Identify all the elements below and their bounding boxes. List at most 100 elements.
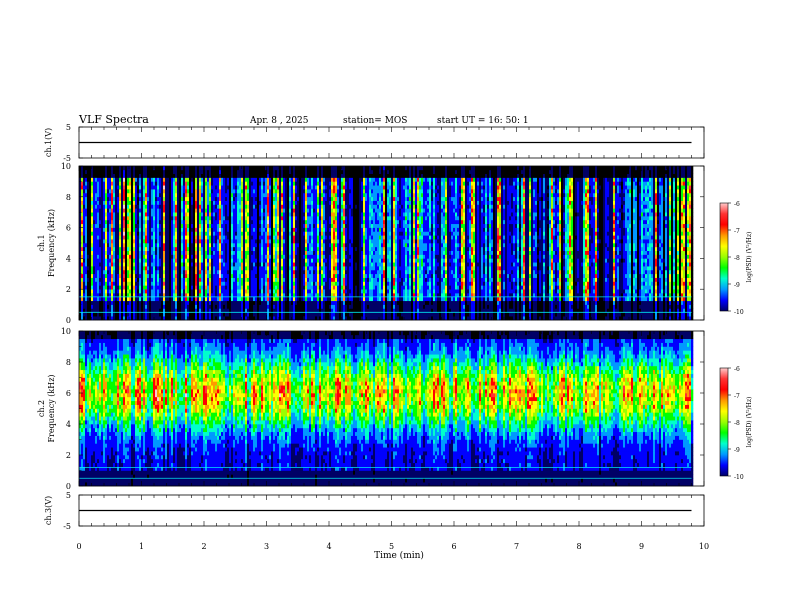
spectrogram-cell xyxy=(85,243,87,247)
spectrogram-cell xyxy=(211,235,213,239)
spectrogram-cell xyxy=(213,201,215,205)
spectrogram-cell xyxy=(179,247,181,251)
spectrogram-cell xyxy=(91,297,93,301)
spectrogram-cell xyxy=(229,255,231,259)
spectrogram-cell xyxy=(211,205,213,209)
spectrogram-cell xyxy=(143,231,145,235)
spectrogram-cell xyxy=(157,181,159,185)
spectrogram-cell xyxy=(133,239,135,243)
spectrogram-cell xyxy=(89,239,91,243)
spectrogram-cell xyxy=(149,258,151,262)
spectrogram-cell xyxy=(159,282,161,286)
spectrogram-cell xyxy=(171,251,173,255)
spectrogram-cell xyxy=(195,297,197,301)
spectrogram-cell xyxy=(115,243,117,247)
spectrogram-cell xyxy=(133,243,135,247)
spectrogram-cell xyxy=(101,239,103,243)
spectrogram-cell xyxy=(93,205,95,209)
spectrogram-cell xyxy=(81,205,83,209)
spectrogram-cell xyxy=(173,301,175,305)
spectrogram-cell xyxy=(141,205,143,209)
spectrogram-cell xyxy=(183,305,185,309)
spectrogram-cell xyxy=(145,312,147,316)
spectrogram-cell xyxy=(87,166,89,170)
spectrogram-cell xyxy=(81,201,83,205)
spectrogram-cell xyxy=(131,305,133,309)
spectrogram-cell xyxy=(211,270,213,274)
spectrogram-cell xyxy=(105,297,107,301)
spectrogram-cell xyxy=(125,201,127,205)
spectrogram-cell xyxy=(91,274,93,278)
spectrogram-cell xyxy=(231,201,233,205)
spectrogram-cell xyxy=(161,181,163,185)
spectrogram-cell xyxy=(217,193,219,197)
spectrogram-cell xyxy=(161,297,163,301)
spectrogram-cell xyxy=(147,181,149,185)
spectrogram-cell xyxy=(95,262,97,266)
spectrogram-cell xyxy=(165,212,167,216)
spectrogram-cell xyxy=(187,262,189,266)
spectrogram-cell xyxy=(225,312,227,316)
spectrogram-cell xyxy=(123,212,125,216)
spectrogram-cell xyxy=(91,258,93,262)
spectrogram-cell xyxy=(205,239,207,243)
spectrogram-cell xyxy=(209,270,211,274)
spectrogram-cell xyxy=(117,220,119,224)
spectrogram-cell xyxy=(141,305,143,309)
spectrogram-cell xyxy=(161,205,163,209)
spectrogram-cell xyxy=(185,166,187,170)
spectrogram-cell xyxy=(163,251,165,255)
spectrogram-cell xyxy=(163,224,165,228)
spectrogram-cell xyxy=(131,185,133,189)
spectrogram-cell xyxy=(145,285,147,289)
spectrogram-cell xyxy=(213,274,215,278)
spectrogram-cell xyxy=(153,189,155,193)
spectrogram-cell xyxy=(113,197,115,201)
spectrogram-cell xyxy=(215,278,217,282)
spectrogram-cell xyxy=(111,278,113,282)
spectrogram-cell xyxy=(179,181,181,185)
spectrogram-cell xyxy=(109,251,111,255)
spectrogram-cell xyxy=(105,178,107,182)
spectrogram-cell xyxy=(151,174,153,178)
spectrogram-cell xyxy=(205,185,207,189)
spectrogram-cell xyxy=(223,205,225,209)
spectrogram-cell xyxy=(123,270,125,274)
spectrogram-cell xyxy=(187,285,189,289)
spectrogram-cell xyxy=(223,197,225,201)
spectrogram-cell xyxy=(221,305,223,309)
spectrogram-cell xyxy=(175,208,177,212)
spectrogram-cell xyxy=(201,208,203,212)
spectrogram-cell xyxy=(207,282,209,286)
spectrogram-cell xyxy=(183,220,185,224)
spectrogram-cell xyxy=(139,235,141,239)
spectrogram-cell xyxy=(125,231,127,235)
spectrogram-cell xyxy=(137,285,139,289)
spectrogram-cell xyxy=(195,174,197,178)
spectrogram-cell xyxy=(189,285,191,289)
spectrogram-cell xyxy=(139,258,141,262)
spectrogram-cell xyxy=(113,189,115,193)
spectrogram-cell xyxy=(173,235,175,239)
spectrogram-cell xyxy=(189,216,191,220)
spectrogram-cell xyxy=(153,185,155,189)
spectrogram-cell xyxy=(223,212,225,216)
spectrogram-cell xyxy=(169,312,171,316)
spectrogram-cell xyxy=(231,197,233,201)
spectrogram-cell xyxy=(101,243,103,247)
spectrogram-cell xyxy=(127,193,129,197)
spectrogram-cell xyxy=(177,278,179,282)
spectrogram-cell xyxy=(219,239,221,243)
spectrogram-cell xyxy=(165,262,167,266)
spectrogram-cell xyxy=(175,312,177,316)
spectrogram-cell xyxy=(123,312,125,316)
spectrogram-cell xyxy=(141,216,143,220)
spectrogram-cell xyxy=(183,212,185,216)
spectrogram-cell xyxy=(181,174,183,178)
spectrogram-cell xyxy=(205,247,207,251)
spectrogram-cell xyxy=(181,216,183,220)
spectrogram-cell xyxy=(187,224,189,228)
spectrogram-cell xyxy=(81,231,83,235)
spectrogram-cell xyxy=(213,243,215,247)
spectrogram-cell xyxy=(85,170,87,174)
